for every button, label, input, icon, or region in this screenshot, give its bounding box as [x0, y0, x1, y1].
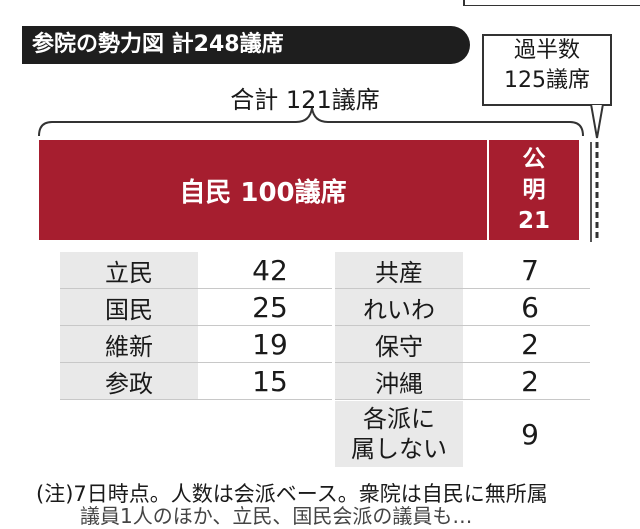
majority-label-line2: 125議席: [504, 68, 590, 93]
table-party-name: れいわ: [335, 289, 463, 325]
row-divider: [335, 399, 590, 400]
bar-komei-line2: 明: [522, 177, 546, 203]
table-seat-count: 2: [521, 364, 539, 398]
bar-ldp: 自民 100議席: [39, 140, 487, 240]
bar-komei-line1: 公: [522, 146, 546, 172]
table-party-name: 沖縄: [335, 363, 463, 399]
table-party-name: 参政: [60, 363, 198, 399]
table-party-name-unaffiliated: 各派に 属しない: [335, 401, 463, 467]
row-divider: [335, 325, 590, 326]
table-seat-count: 7: [521, 253, 539, 287]
row-divider: [335, 288, 590, 289]
row-divider: [60, 399, 332, 400]
majority-label-line1: 過半数: [513, 38, 580, 63]
table-party-name: 立民: [60, 252, 198, 288]
coalition-brace: [38, 107, 584, 137]
table-seat-count: 2: [521, 327, 539, 361]
row-divider: [335, 362, 590, 363]
chart-title: 参院の勢力図 計248議席: [22, 26, 470, 64]
unaffiliated-line1: 各派に: [363, 405, 435, 433]
row-divider: [60, 325, 332, 326]
bar-ldp-label: 自民 100議席: [179, 177, 347, 208]
table-seat-count: 9: [521, 417, 539, 451]
table-seat-count: 6: [521, 290, 539, 324]
table-seat-count: 19: [252, 327, 288, 361]
bar-komei: 公 明 21: [489, 140, 579, 240]
top-edge-line: [463, 0, 640, 6]
table-seat-count: 42: [252, 253, 288, 287]
majority-dashed-line: [590, 142, 599, 242]
table-party-name: 維新: [60, 326, 198, 362]
majority-pointer: [589, 104, 605, 139]
table-seat-count: 15: [252, 364, 288, 398]
footnote: (注)7日時点。人数は会派ベース。衆院は自民に無所属: [36, 482, 548, 506]
bar-komei-line3: 21: [517, 208, 550, 234]
row-divider: [60, 288, 332, 289]
footnote-cutoff: 議員1人のほか、立民、国民会派の議員も…: [80, 504, 473, 528]
table-party-name: 共産: [335, 252, 463, 288]
table-seat-count: 25: [252, 290, 288, 324]
table-party-name: 保守: [335, 326, 463, 362]
row-divider: [60, 362, 332, 363]
table-party-name: 国民: [60, 289, 198, 325]
unaffiliated-line2: 属しない: [351, 435, 447, 463]
majority-label: 過半数 125議席: [482, 34, 612, 106]
coalition-total-label: 合計 121議席: [230, 86, 380, 114]
